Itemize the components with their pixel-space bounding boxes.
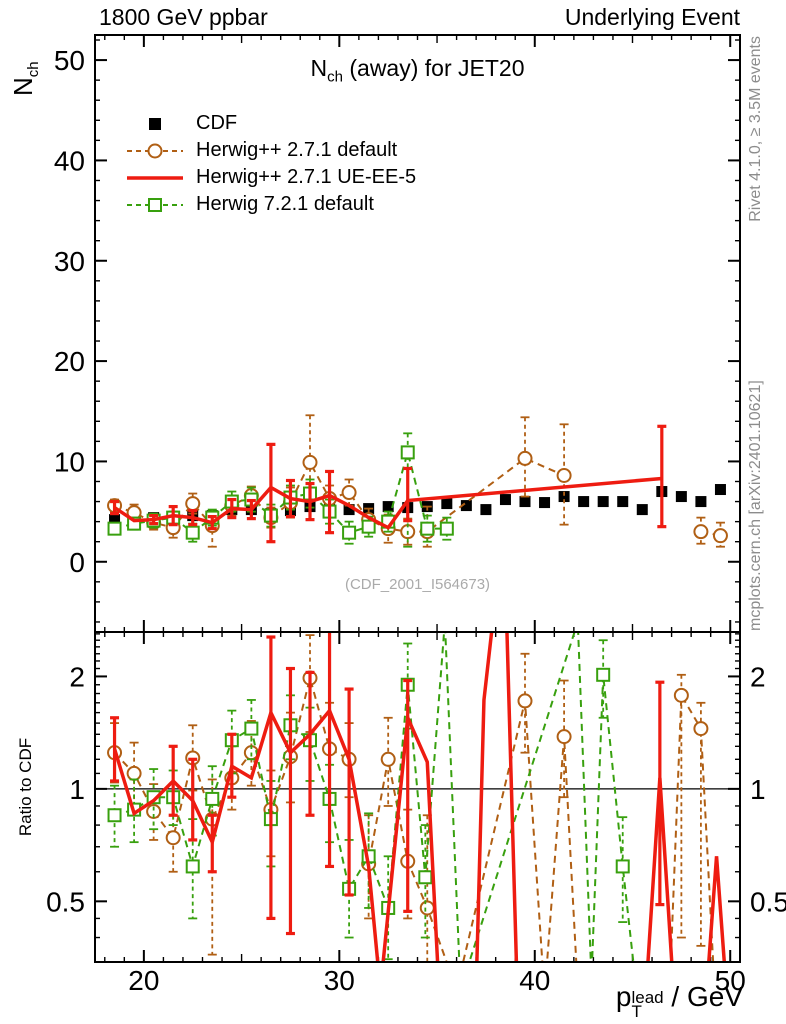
cdf-marker-icon xyxy=(149,117,161,130)
svg-text:30: 30 xyxy=(54,246,85,277)
analysis-id-watermark: (CDF_2001_I564673) xyxy=(344,576,491,593)
svg-text:0.5: 0.5 xyxy=(750,886,786,917)
x-axis-title-sup: lead xyxy=(631,988,664,1007)
rivet-version-note: Rivet 4.1.0, ≥ 3.5M events xyxy=(747,36,764,222)
svg-text:40: 40 xyxy=(519,965,550,996)
legend-label: Herwig++ 2.7.1 default xyxy=(196,139,398,161)
dashed-circle-marker-icon xyxy=(127,143,183,158)
legend-item-herwigpp-default: Herwig++ 2.7.1 default xyxy=(127,137,416,164)
legend-label: Herwig 7.2.1 default xyxy=(196,193,374,215)
svg-text:0: 0 xyxy=(69,547,85,578)
plot-title-sub: ch xyxy=(327,68,343,86)
svg-text:50: 50 xyxy=(715,965,746,996)
dashed-square-marker-icon xyxy=(127,197,183,212)
legend-label: CDF xyxy=(196,112,238,134)
mcplots-arxiv-note: mcplots.cern.ch [arXiv:2401.10621] xyxy=(747,380,764,631)
legend-item-cdf: CDF xyxy=(127,110,416,137)
svg-text:20: 20 xyxy=(54,346,85,377)
x-axis-title-base: p xyxy=(615,981,632,1012)
svg-text:1: 1 xyxy=(69,774,85,805)
x-axis-title-rest: / GeV xyxy=(663,981,743,1012)
x-axis-title: p lead T / GeV xyxy=(95,981,743,1021)
svg-text:50: 50 xyxy=(54,45,85,76)
legend-item-herwigpp-ueee5: Herwig++ 2.7.1 UE-EE-5 xyxy=(127,164,416,191)
x-axis-title-sub: T xyxy=(631,1002,642,1021)
analysis-group-label: Underlying Event xyxy=(564,4,740,30)
svg-text:2: 2 xyxy=(750,661,766,692)
ratio-axis-title: Ratio to CDF xyxy=(16,737,35,837)
legend: CDF Herwig++ 2.7.1 default Herwig++ 2.7.… xyxy=(127,110,416,218)
solid-line-marker-icon xyxy=(127,175,183,180)
legend-label: Herwig++ 2.7.1 UE-EE-5 xyxy=(196,166,417,188)
svg-text:20: 20 xyxy=(128,965,159,996)
svg-text:1: 1 xyxy=(750,774,766,805)
legend-item-herwig7-default: Herwig 7.2.1 default xyxy=(127,191,416,218)
y-axis-title-sub: ch xyxy=(25,61,43,78)
svg-text:30: 30 xyxy=(324,965,355,996)
svg-text:40: 40 xyxy=(54,145,85,176)
y-axis-title: Nch xyxy=(8,61,42,96)
plot-title-prefix: N xyxy=(310,55,328,81)
svg-text:0.5: 0.5 xyxy=(46,886,85,917)
plot-title-rest: (away) for JET20 xyxy=(342,55,525,81)
plot-title: Nch (away) for JET20 xyxy=(95,55,740,86)
svg-text:10: 10 xyxy=(54,446,85,477)
beam-energy-label: 1800 GeV ppbar xyxy=(99,4,268,30)
svg-text:2: 2 xyxy=(69,661,85,692)
y-axis-title-prefix: N xyxy=(8,77,38,96)
